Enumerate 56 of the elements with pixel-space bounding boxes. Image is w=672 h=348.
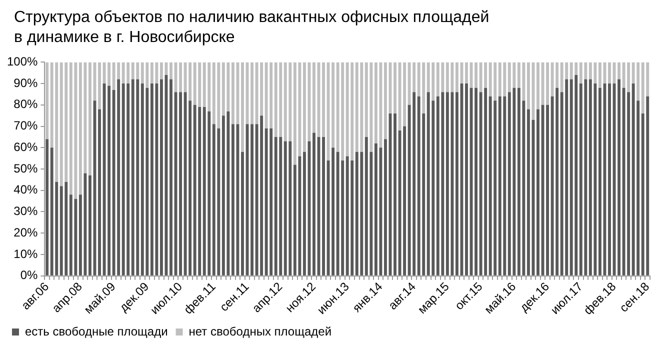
legend-label: есть свободные площади [25,324,168,338]
bar [384,62,387,140]
bar [608,62,611,84]
bar [608,84,611,276]
bar [250,62,254,124]
bar [455,92,458,276]
bar [46,62,49,140]
y-tick-label: 60% [14,140,38,154]
bar [160,79,163,276]
bar [474,62,478,88]
bar [312,62,316,133]
bar [526,109,530,276]
bar [241,62,244,152]
bar [384,139,387,276]
bar [546,104,550,276]
y-tick-label: 0% [20,268,38,282]
y-tick-label: 80% [14,97,38,112]
bar [88,62,92,176]
bar [455,62,458,92]
y-tick-label: 10% [14,246,38,261]
bar [160,62,163,80]
bar [618,79,620,276]
bar [465,62,468,84]
bar [322,62,325,137]
bar [170,62,172,80]
bar [465,84,468,276]
y-tick-label: 50% [14,161,38,176]
bar [46,139,49,276]
bar [394,62,396,114]
bar [526,62,530,110]
legend-label: нет свободных площадей [188,324,332,338]
bar [546,62,550,105]
bar [536,62,540,110]
bar [108,86,111,276]
y-tick-label: 70% [14,118,38,133]
y-tick-label: 90% [14,76,38,90]
bar [312,132,316,276]
bar [618,62,620,80]
bar [322,136,325,276]
bar [88,175,92,276]
bar [108,62,111,86]
y-tick-label: 100% [6,54,38,69]
chart-title: Структура объектов по наличию вакантных офисных площадей в динамике в г. Новосибирске [14,8,490,48]
y-tick-label: 30% [14,204,38,218]
bar [394,113,396,276]
bar [241,152,244,276]
bar [536,109,540,276]
bar [179,62,182,92]
bar [170,79,172,276]
bar [179,92,182,276]
bar [98,109,101,276]
bar [474,88,478,276]
bar [250,124,254,276]
y-tick-label: 20% [14,225,38,240]
bar [98,62,101,110]
y-tick-label: 40% [14,182,38,197]
